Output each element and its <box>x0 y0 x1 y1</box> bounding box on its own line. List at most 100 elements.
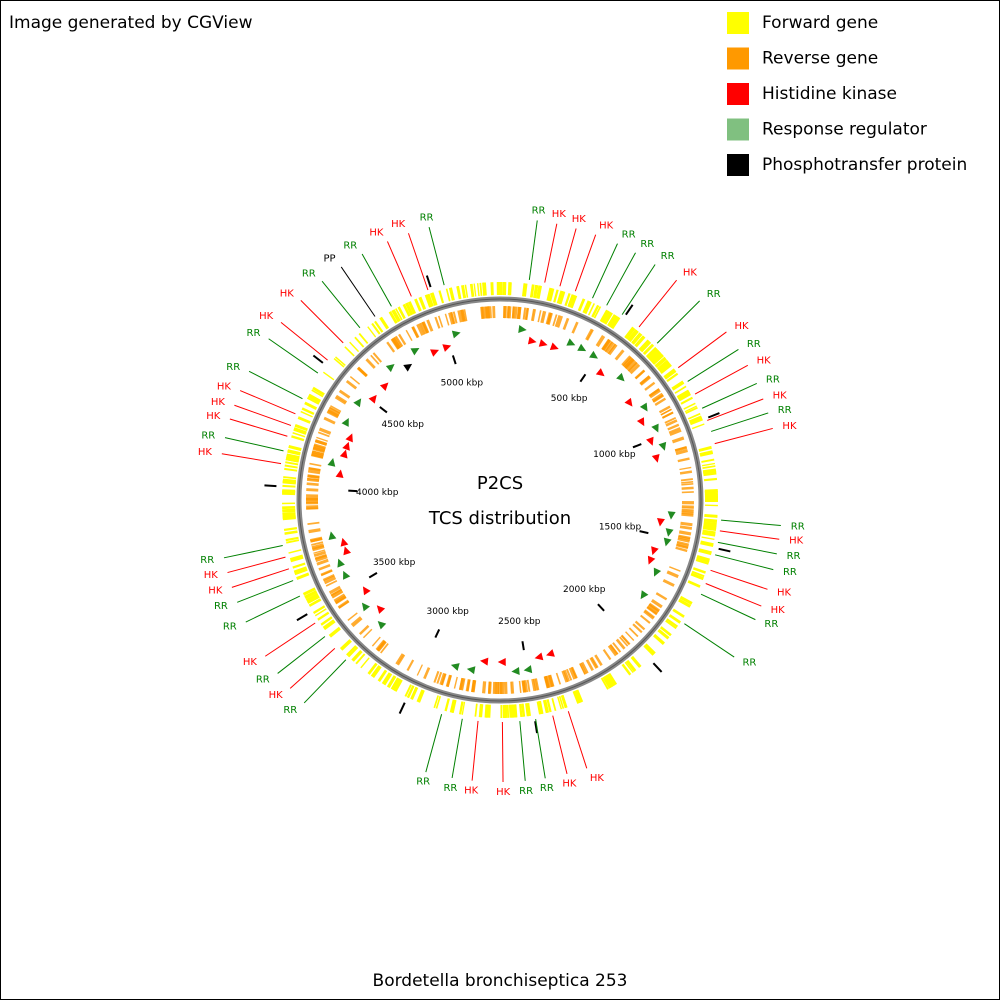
tick-label: 1000 kbp <box>593 450 636 460</box>
reverse-gene <box>308 468 321 473</box>
reverse-gene <box>585 328 594 341</box>
forward-gene <box>677 390 690 400</box>
forward-gene <box>285 457 300 463</box>
reverse-gene <box>349 375 361 385</box>
feature-label: HK <box>208 585 223 596</box>
forward-gene <box>354 336 365 348</box>
reverse-gene <box>655 592 668 601</box>
feature-mark <box>658 441 667 451</box>
reverse-gene <box>313 550 327 558</box>
forward-gene <box>628 330 639 342</box>
reverse-gene <box>607 343 618 356</box>
rings <box>282 281 719 719</box>
forward-gene <box>643 343 654 355</box>
forward-gene <box>320 616 333 626</box>
reverse-gene <box>460 309 465 322</box>
feature-leader <box>234 404 292 426</box>
reverse-gene <box>676 542 689 549</box>
header-title: Image generated by CGView <box>9 13 253 33</box>
forward-gene <box>389 311 398 324</box>
reverse-gene <box>314 439 328 446</box>
forward-gene <box>284 467 298 472</box>
forward-gene <box>284 464 298 469</box>
feature-mark <box>546 649 555 657</box>
reverse-gene <box>328 585 341 595</box>
forward-gene <box>349 341 360 353</box>
feature-label: RR <box>200 555 214 566</box>
feature-leader <box>535 719 546 779</box>
reverse-gene <box>546 312 552 325</box>
reverse-gene <box>563 669 570 682</box>
tick-label: 4000 kbp <box>356 488 399 498</box>
reverse-gene <box>372 352 383 363</box>
feature-leader <box>361 253 392 307</box>
feature-mark <box>518 325 527 333</box>
reverse-gene <box>358 624 370 636</box>
forward-gene <box>656 359 668 370</box>
feature-label: RR <box>247 328 261 339</box>
feature-leader <box>710 412 769 432</box>
feature-leader <box>567 711 588 769</box>
reverse-gene <box>669 428 682 436</box>
feature-label: HK <box>206 411 221 422</box>
forward-gene <box>304 590 317 598</box>
forward-gene <box>390 677 400 691</box>
forward-gene <box>282 478 296 483</box>
reverse-gene <box>675 546 688 553</box>
reverse-gene <box>310 537 323 543</box>
forward-gene <box>407 685 415 698</box>
feature-leader <box>239 390 296 415</box>
reverse-gene <box>466 679 471 692</box>
feature-leader <box>501 721 504 782</box>
forward-gene <box>652 354 664 365</box>
feature-mark <box>616 372 625 382</box>
feature-leader <box>606 252 636 306</box>
feature-label: HK <box>464 786 479 797</box>
reverse-gene <box>518 680 522 693</box>
reverse-gene <box>308 467 321 472</box>
reverse-gene <box>405 329 413 342</box>
forward-gene <box>536 701 543 715</box>
feature-mark <box>577 343 587 352</box>
forward-gene <box>404 302 414 316</box>
forward-gene <box>322 619 336 630</box>
reverse-gene <box>352 618 363 628</box>
reverse-gene <box>316 436 328 442</box>
reverse-gene <box>626 360 638 372</box>
forward-gene <box>433 695 439 709</box>
reverse-gene <box>532 309 537 322</box>
reverse-gene <box>526 679 531 692</box>
feature-mark <box>345 433 353 443</box>
forward-gene <box>702 526 717 531</box>
reverse-gene <box>585 659 594 672</box>
forward-gene <box>282 515 296 521</box>
reverse-gene <box>306 507 319 510</box>
forward-gene <box>687 580 701 588</box>
forward-gene <box>542 699 549 714</box>
feature-leader <box>407 233 429 291</box>
forward-gene <box>322 371 335 381</box>
reverse-gene <box>540 310 545 323</box>
reverse-gene <box>448 312 454 325</box>
forward-gene <box>458 701 464 715</box>
forward-gene <box>521 283 527 297</box>
feature-mark <box>361 602 370 612</box>
feature-mark <box>342 441 350 451</box>
feature-mark <box>527 336 537 345</box>
forward-gene <box>551 698 557 712</box>
reverse-gene <box>328 407 341 416</box>
legend-swatch <box>727 47 749 70</box>
reverse-gene <box>644 381 656 391</box>
feature-label: RR <box>256 675 270 686</box>
forward-gene <box>445 288 451 302</box>
forward-gene <box>647 349 660 360</box>
forward-gene <box>698 548 712 554</box>
reverse-gene <box>308 528 321 534</box>
reverse-gene <box>406 659 415 672</box>
forward-gene <box>425 294 432 308</box>
reverse-gene <box>419 323 426 335</box>
feature-mark <box>376 605 386 614</box>
forward-gene <box>530 284 535 298</box>
forward-gene <box>564 293 571 307</box>
